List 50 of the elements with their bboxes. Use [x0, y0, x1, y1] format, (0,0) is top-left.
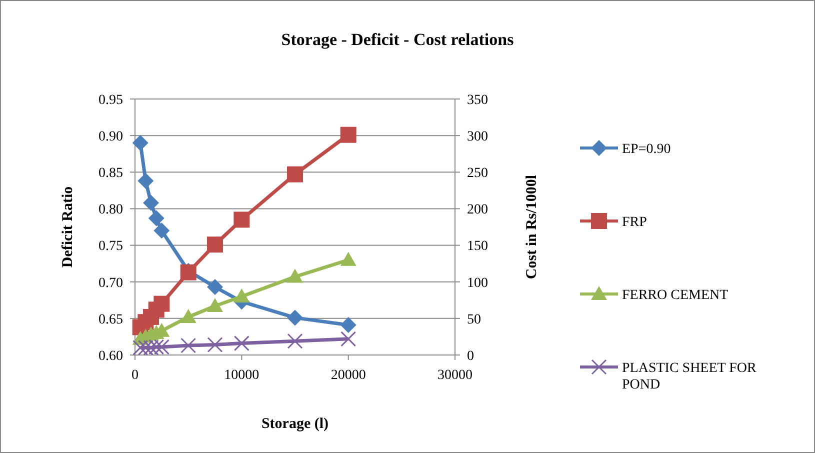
- point: [340, 331, 356, 347]
- point: [340, 317, 356, 334]
- point: [287, 310, 303, 326]
- point: [287, 268, 303, 283]
- y2-tick-label: 350: [467, 92, 488, 108]
- point: [234, 336, 250, 352]
- y-tick-label: 0.70: [98, 276, 123, 291]
- y2-tick-label: 150: [467, 239, 488, 254]
- y2-tick-label: 300: [467, 129, 488, 144]
- point: [234, 212, 250, 228]
- legend-label: FRP: [622, 214, 648, 230]
- y-tick-label: 0.75: [98, 239, 123, 254]
- point: [287, 333, 303, 349]
- x-axis-title: Storage (l): [261, 416, 329, 432]
- y2-tick-label: 50: [467, 312, 481, 328]
- x-tick-label: 20000: [330, 368, 366, 383]
- point: [207, 278, 223, 295]
- point: [132, 134, 148, 151]
- y-tick-label: 0.65: [98, 312, 123, 328]
- y2-tick-label: 250: [467, 166, 488, 182]
- point: [207, 337, 223, 353]
- point: [340, 252, 356, 266]
- point: [207, 236, 223, 253]
- point: [234, 288, 250, 302]
- x-tick-label: 30000: [438, 368, 472, 383]
- point: [143, 194, 159, 211]
- y-tick-label: 0.95: [98, 92, 123, 108]
- point: [207, 298, 223, 312]
- y-tick-label: 0.90: [98, 129, 123, 144]
- x-tick-label: 10000: [224, 368, 260, 383]
- point: [340, 126, 356, 143]
- point: [287, 166, 303, 182]
- point: [180, 338, 196, 354]
- y2-tick-label: 200: [467, 202, 488, 218]
- legend-label: EP=0.90: [622, 142, 671, 157]
- point: [154, 222, 170, 239]
- point: [138, 172, 154, 189]
- y2-tick-label: 0: [467, 348, 474, 364]
- chart-title: Storage - Deficit - Cost relations: [281, 30, 514, 49]
- y-axis-title: Deficit Ratio: [60, 186, 76, 268]
- point: [180, 308, 196, 323]
- y-tick-label: 0.85: [98, 166, 123, 182]
- y-tick-label: 0.60: [98, 348, 123, 364]
- y2-axis-title: Cost in Rs/1000l: [524, 174, 540, 280]
- y-tick-label: 0.80: [98, 202, 123, 218]
- x-tick-label: 0: [132, 368, 138, 383]
- y2-tick-label: 100: [467, 276, 488, 291]
- legend-label: PLASTIC SHEET FOR POND: [622, 360, 757, 393]
- legend-label: FERRO CEMENT: [622, 288, 729, 303]
- point: [148, 210, 164, 226]
